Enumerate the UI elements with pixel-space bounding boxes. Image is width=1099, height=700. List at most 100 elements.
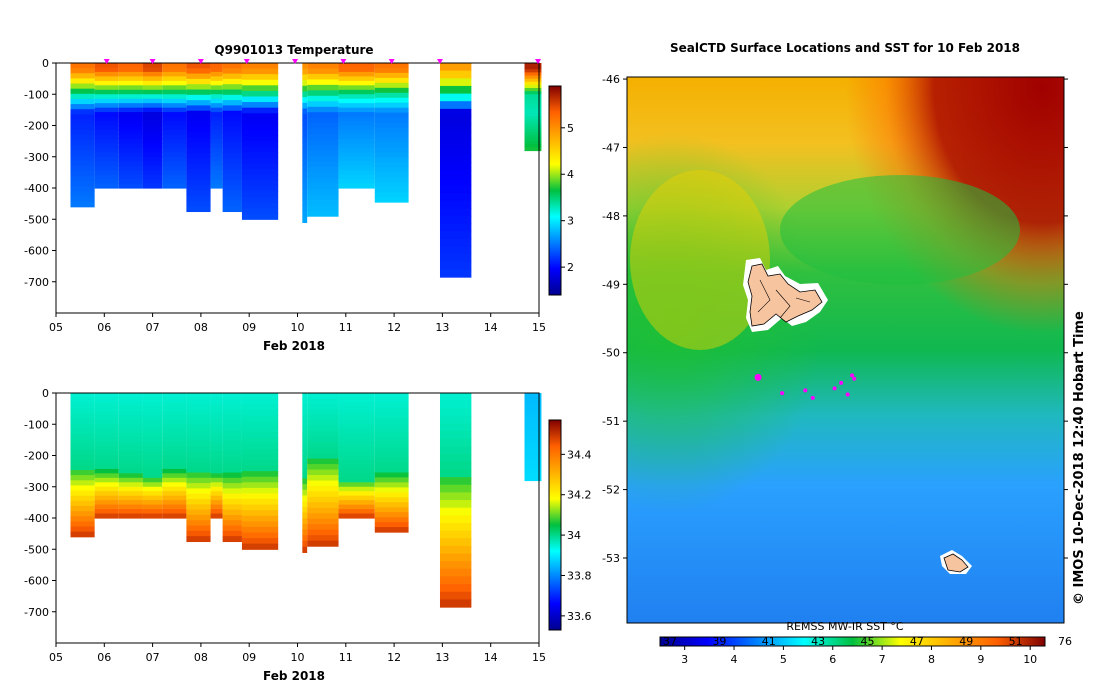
profile-3-cell xyxy=(142,89,163,95)
profile-13 xyxy=(439,393,472,608)
profile-3-cell xyxy=(142,94,163,100)
x-tick-label: 12 xyxy=(387,321,401,334)
profile-9-cell xyxy=(302,188,308,195)
profile-9-cell xyxy=(302,182,308,189)
profile-10-cell xyxy=(307,155,339,163)
profile-9-cell xyxy=(302,535,308,542)
profile-marker xyxy=(292,59,299,64)
profile-12-cell xyxy=(374,187,409,193)
profile-9-cell xyxy=(302,495,308,502)
profile-13-cell xyxy=(439,116,472,125)
temperature-colorbar-ticks: 2 3 4 5 xyxy=(561,122,574,274)
profile-3-cell xyxy=(142,477,163,483)
profile-3-cell xyxy=(142,174,163,180)
profile-14-cell xyxy=(524,119,542,123)
profile-9-cell xyxy=(302,546,308,553)
profile-3-cell xyxy=(142,170,163,176)
profile-14-cell xyxy=(524,81,542,86)
profile-10-cell xyxy=(307,529,339,536)
profile-3-cell xyxy=(142,80,163,86)
profile-7-cell xyxy=(222,446,242,452)
profile-9-cell xyxy=(302,108,308,115)
profile-8-cell xyxy=(241,157,279,165)
profile-10-cell xyxy=(307,491,339,498)
profile-3 xyxy=(142,393,163,519)
profile-5-cell xyxy=(186,169,211,175)
profile-7-cell xyxy=(222,514,242,521)
sst-colorbar-label: REMSS MW-IR SST °C xyxy=(786,620,904,633)
profile-9-cell xyxy=(302,432,308,440)
seal-locations xyxy=(754,373,857,400)
profile-5-cell xyxy=(186,174,211,181)
heard-island xyxy=(940,550,972,574)
profile-5-cell xyxy=(186,110,211,117)
profile-3-cell xyxy=(142,138,163,144)
profile-8-cell xyxy=(241,191,279,198)
profile-2-cell xyxy=(118,121,143,127)
profile-12-cell xyxy=(374,97,409,104)
profile-2-cell xyxy=(118,165,143,171)
profile-5-cell xyxy=(186,105,211,112)
profile-1-cell xyxy=(94,138,119,144)
profile-marker xyxy=(388,59,395,64)
profile-marker xyxy=(243,59,250,64)
profile-10-cell xyxy=(307,68,339,75)
profile-5-cell xyxy=(186,163,211,170)
profile-0-cell xyxy=(70,98,95,105)
profile-0-cell xyxy=(70,398,95,404)
colorbar-tick-label: 33.6 xyxy=(567,610,592,623)
profile-11-cell xyxy=(338,446,375,452)
profile-9 xyxy=(302,63,308,223)
profile-0-cell xyxy=(70,500,95,507)
profile-0-cell xyxy=(70,140,95,146)
profile-9-cell xyxy=(302,74,308,81)
profile-5-cell xyxy=(186,424,211,431)
profile-5-cell xyxy=(186,398,211,405)
profile-3-cell xyxy=(142,504,163,510)
profile-6-cell xyxy=(210,473,223,479)
y-tick-label: -100 xyxy=(24,418,49,431)
profile-11-cell xyxy=(338,433,375,439)
profile-11 xyxy=(338,63,375,189)
profile-6-cell xyxy=(210,183,223,189)
profile-12-cell xyxy=(374,67,409,74)
profile-13-cell xyxy=(439,108,472,118)
profile-3-cell xyxy=(142,451,163,457)
profile-6-cell xyxy=(210,94,223,100)
profile-3-cell xyxy=(142,121,163,127)
profile-14-cell xyxy=(524,63,542,67)
salinity-colorbar-ticks: 33.6 33.8 34 34.2 34.4 xyxy=(561,448,592,623)
profile-2 xyxy=(118,63,143,189)
profile-4-cell xyxy=(162,455,187,461)
profile-12-cell xyxy=(374,112,409,119)
profile-8-cell xyxy=(241,393,279,400)
profile-0-cell xyxy=(70,521,95,528)
profile-4-cell xyxy=(162,138,187,144)
profile-6 xyxy=(210,63,223,189)
profile-3-cell xyxy=(142,67,163,73)
profile-12-cell xyxy=(374,437,409,444)
lat-tick-label: -48 xyxy=(602,210,620,223)
colorbar-tick-label: 34.2 xyxy=(567,489,592,502)
temperature-y-axis: 0 -100 -200 -300 -400 -500 -600 -700 xyxy=(24,57,56,289)
profile-5-cell xyxy=(186,179,211,186)
profile-10-cell xyxy=(307,502,339,509)
profile-2-cell xyxy=(118,89,143,95)
profile-14-cell xyxy=(524,458,542,463)
seal-location-marker xyxy=(754,373,762,381)
profile-0-cell xyxy=(70,418,95,425)
profile-7-cell xyxy=(222,430,242,437)
profile-10-cell xyxy=(307,458,339,465)
y-tick-label: 0 xyxy=(42,387,49,400)
profile-13-cell xyxy=(439,200,472,209)
profile-7-cell xyxy=(222,147,242,154)
profile-2-cell xyxy=(118,482,143,488)
profile-8-cell xyxy=(241,420,279,428)
profile-10-cell xyxy=(307,485,339,493)
profile-12-cell xyxy=(374,117,409,124)
profile-1-cell xyxy=(94,437,119,443)
colorbar-tick-label: 33.8 xyxy=(567,569,592,582)
profile-5-cell xyxy=(186,472,211,479)
profile-7-cell xyxy=(222,94,242,101)
profile-10-cell xyxy=(307,420,339,427)
